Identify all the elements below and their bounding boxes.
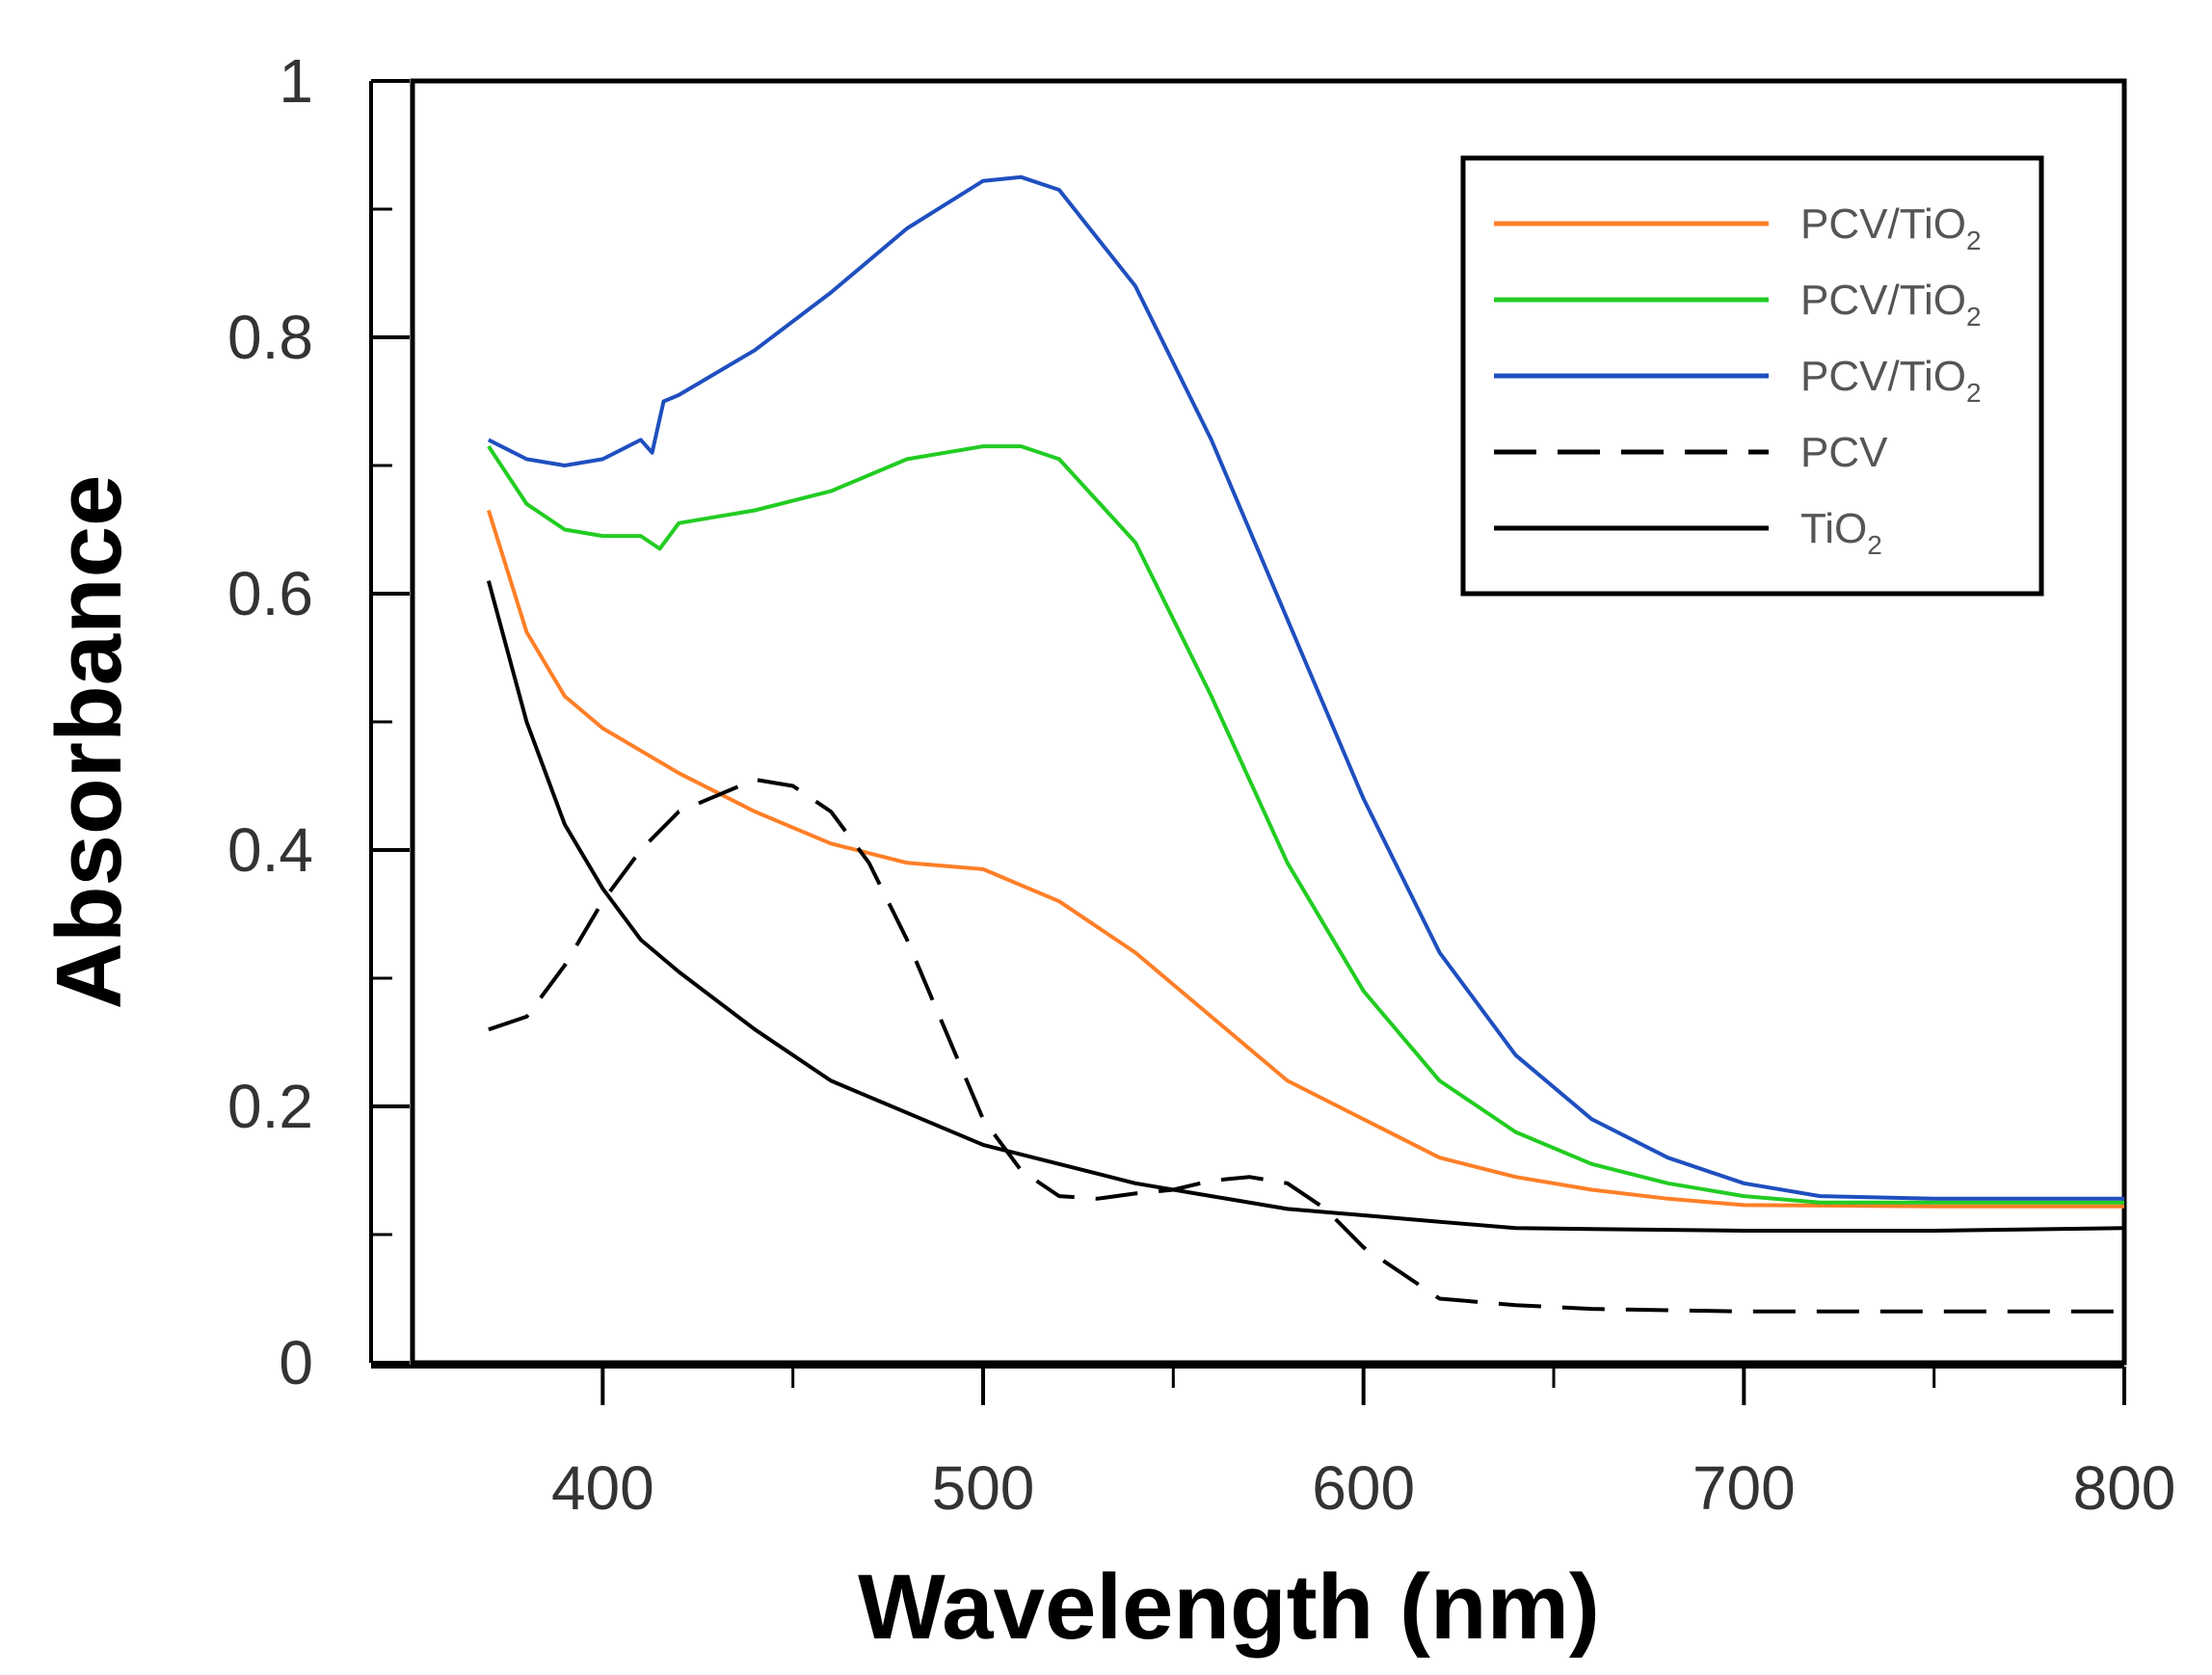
- y-tick-label: 0.8: [227, 303, 313, 372]
- x-tick-label: 800: [2073, 1453, 2176, 1523]
- x-tick-label: 700: [1692, 1453, 1796, 1523]
- y-axis-title: Absorbance: [38, 475, 141, 1010]
- y-axis-ticks: 0 0.2 0.4 0.6 0.8 1: [227, 46, 410, 1397]
- x-tick-label: 600: [1312, 1453, 1415, 1523]
- y-tick-label: 0.2: [227, 1072, 313, 1141]
- legend-label-2: PCV/TiO2: [1800, 277, 1982, 332]
- y-tick-label: 0: [279, 1328, 313, 1397]
- legend-label-subscript: 2: [1966, 302, 1982, 332]
- series-line-5: [486, 580, 2125, 1233]
- y-tick-label: 1: [279, 46, 313, 116]
- x-axis-title: Wavelength (nm): [858, 1555, 1600, 1659]
- series-line-1: [486, 509, 2124, 1209]
- series-lines: [486, 174, 2125, 1314]
- legend-label-4: PCV: [1800, 429, 1888, 476]
- legend-label-subscript: 2: [1966, 378, 1982, 408]
- legend-label-1: PCV/TiO2: [1800, 200, 1982, 255]
- legend-label-subscript: 2: [1867, 530, 1882, 560]
- series-line-2: [487, 444, 2124, 1205]
- axes: 400 500 600 700 800 0 0.2 0.4 0.6 0.8 1: [227, 46, 2175, 1523]
- x-tick-label: 500: [932, 1453, 1035, 1523]
- legend-label-subscript: 2: [1966, 226, 1982, 255]
- y-tick-label: 0.6: [227, 559, 313, 628]
- series-line-4: [488, 777, 2124, 1314]
- y-tick-label: 0.4: [227, 815, 313, 885]
- x-tick-label: 400: [551, 1453, 654, 1523]
- series-line-3: [487, 174, 2124, 1201]
- x-axis-ticks: 400 500 600 700 800: [371, 1365, 2176, 1523]
- plot-frame: [410, 78, 2127, 1366]
- legend-label-3: PCV/TiO2: [1800, 353, 1982, 408]
